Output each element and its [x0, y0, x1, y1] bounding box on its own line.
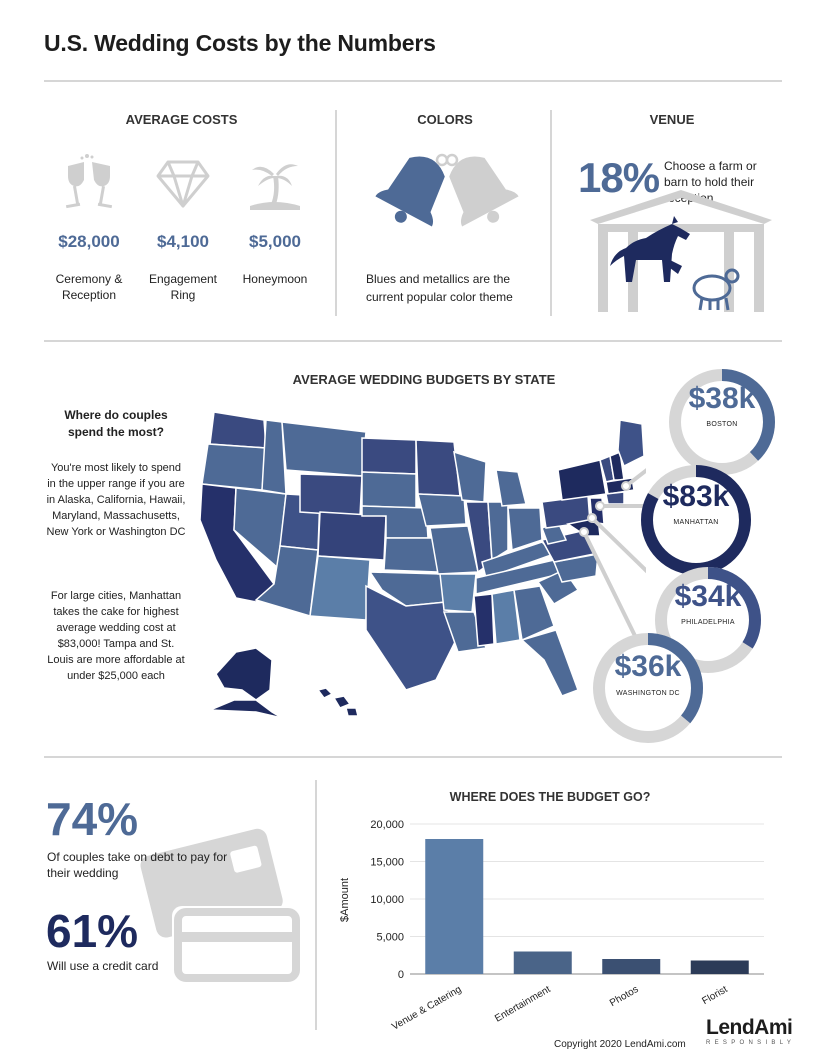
map-state-maine [617, 419, 645, 468]
map-state-alaska [215, 647, 273, 701]
ring-label-washington-dc: WASHINGTON DC [616, 690, 680, 697]
chart-y-tick-label: 5,000 [376, 932, 404, 944]
chart-y-tick-label: 10,000 [370, 894, 404, 906]
map-state-texas [365, 584, 457, 691]
chart-y-tick-label: 20,000 [370, 819, 404, 831]
chart-bar [425, 839, 484, 974]
map-state-connecticut [605, 491, 625, 505]
marker-boston [621, 481, 631, 491]
chart-title: WHERE DOES THE BUDGET GO? [449, 790, 651, 804]
cost-value-honeymoon: $5,000 [249, 232, 301, 251]
logo-tagline: RESPONSIBLY [706, 1040, 796, 1046]
venue-heading: VENUE [649, 112, 695, 127]
cost-label-ceremony: Ceremony & Reception [55, 272, 123, 302]
map-alaska-islands [209, 699, 283, 719]
map-state-colorado [317, 511, 387, 561]
debt-percent: 74% [46, 793, 139, 845]
ring-value-philadelphia: $34k [674, 580, 742, 613]
map-state-wyoming [299, 473, 363, 517]
map-paragraph-2: For large cities, Manhattan takes the ca… [47, 590, 185, 682]
lendami-logo[interactable]: LendAmi [706, 1016, 793, 1040]
credit-card-text: Will use a credit card [47, 959, 159, 973]
map-state-iowa [417, 493, 467, 527]
map-state-michigan [495, 469, 527, 507]
champagne-glasses-icon [65, 154, 113, 209]
marker-manhattan [595, 501, 605, 511]
divider [44, 340, 782, 342]
palm-tree-icon [250, 164, 300, 210]
divider-vertical [550, 110, 552, 316]
wedding-bells-icon [375, 153, 519, 227]
chart-bar [690, 960, 749, 974]
credit-card-percent: 61% [46, 905, 139, 957]
budget-bar-chart: 0 5,000 10,000 15,000 20,000 $Amount [339, 819, 764, 981]
connector-boston [624, 468, 646, 488]
map-state-washington [209, 411, 267, 449]
ring-value-washington-dc: $36k [614, 650, 682, 683]
ring-washington-dc [593, 633, 703, 743]
marker-dc [579, 527, 589, 537]
chart-bar [602, 959, 661, 974]
map-state-mississippi [473, 593, 495, 647]
map-state-kansas [383, 537, 439, 573]
ring-label-boston: BOSTON [706, 421, 738, 428]
map-state-montana [281, 421, 367, 477]
map-state-indiana [487, 501, 509, 562]
map-state-new-mexico [309, 555, 371, 621]
colors-text: Blues and metallics are the current popu… [366, 272, 513, 304]
map-state-hawaii [316, 687, 359, 717]
map-state-georgia [513, 585, 555, 642]
map-state-south-dakota [361, 471, 417, 509]
ring-boston [669, 369, 775, 475]
colors-heading: COLORS [417, 112, 473, 127]
cost-value-ring: $4,100 [157, 232, 209, 251]
ring-label-manhattan: MANHATTAN [673, 519, 719, 526]
ring-label-philadelphia: PHILADELPHIA [681, 619, 735, 626]
map-state-florida [520, 629, 579, 697]
diamond-icon [156, 160, 210, 208]
chart-y-axis-label: $Amount [339, 878, 351, 922]
avg-costs-heading: AVERAGE COSTS [125, 112, 238, 127]
copyright: Copyright 2020 LendAmi.com [554, 1039, 686, 1050]
map-paragraph-1: You're most likely to spend in the upper… [46, 462, 186, 538]
connector-philadelphia [590, 516, 646, 574]
cost-label-ring: Engagement Ring [148, 272, 218, 302]
divider [44, 756, 782, 758]
map-state-new-york [557, 459, 607, 501]
page-title: U.S. Wedding Costs by the Numbers [44, 30, 436, 56]
ring-value-boston: $38k [688, 382, 756, 415]
map-heading: AVERAGE WEDDING BUDGETS BY STATE [292, 372, 556, 387]
divider-vertical [335, 110, 337, 316]
map-state-north-dakota [361, 437, 417, 475]
barn-horse-sheep-icon [590, 190, 772, 312]
chart-y-tick-label: 15,000 [370, 857, 404, 869]
cost-label-honeymoon: Honeymoon [242, 272, 308, 286]
us-map [199, 411, 646, 719]
divider-vertical [315, 780, 317, 1030]
ring-value-manhattan: $83k [662, 480, 730, 513]
cost-value-ceremony: $28,000 [58, 232, 120, 251]
map-state-minnesota [415, 439, 461, 497]
chart-y-tick-label: 0 [398, 969, 404, 981]
ring-philadelphia [655, 567, 761, 673]
chart-bar [513, 951, 572, 974]
credit-card-icon [140, 828, 302, 984]
venue-percent: 18% [578, 154, 660, 201]
map-state-alabama [491, 589, 521, 645]
divider [44, 80, 782, 82]
map-question: Where do couples spend the most? [64, 408, 168, 439]
map-state-oregon [201, 443, 267, 491]
debt-text: Of couples take on debt to pay for their… [47, 850, 228, 880]
logo-text: LendAmi [706, 1016, 793, 1039]
marker-philadelphia [587, 513, 597, 523]
map-state-arkansas [439, 573, 477, 613]
map-state-arizona [254, 545, 319, 617]
connector-dc [582, 531, 640, 643]
